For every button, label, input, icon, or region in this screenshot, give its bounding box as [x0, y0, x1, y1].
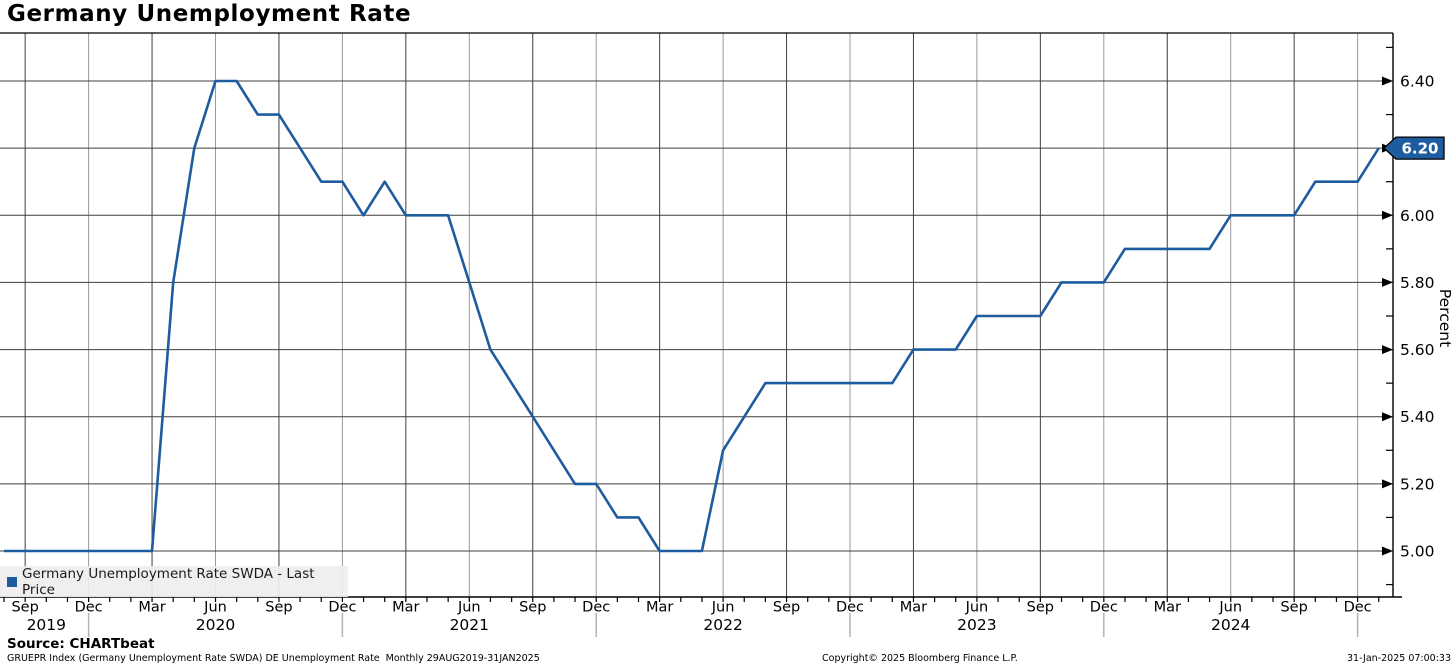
x-tick-label: Mar: [392, 600, 419, 616]
legend-label: Germany Unemployment Rate SWDA - Last Pr…: [22, 565, 315, 598]
copyright-text: Copyright© 2025 Bloomberg Finance L.P.: [822, 653, 1018, 664]
x-tick-label: Mar: [1154, 600, 1181, 616]
y-tick-label: 5.20: [1400, 475, 1435, 493]
x-tick-label: Sep: [11, 600, 38, 616]
y-tick-arrow-icon: [1382, 412, 1393, 422]
x-tick-label: Mar: [138, 600, 165, 616]
y-tick-arrow-icon: [1382, 210, 1393, 220]
x-tick-label: Jun: [711, 600, 735, 616]
x-tick-label: Sep: [1027, 600, 1054, 616]
y-tick-label: 6.40: [1400, 73, 1435, 91]
x-tick-label: Jun: [965, 600, 989, 616]
x-year-label: 2021: [450, 616, 489, 634]
price-line: [4, 79, 1380, 553]
last-price-label: 6.20: [1401, 140, 1438, 158]
x-tick-label: Dec: [75, 600, 103, 616]
y-tick-arrow-icon: [1382, 479, 1393, 489]
x-year-label: 2020: [196, 616, 235, 634]
x-tick-label: Dec: [328, 600, 356, 616]
y-tick-label: 5.00: [1400, 543, 1435, 561]
y-tick-arrow-icon: [1382, 76, 1393, 86]
x-tick-label: Dec: [582, 600, 610, 616]
x-tick-label: Sep: [1280, 600, 1307, 616]
last-price-badge: [1383, 136, 1445, 160]
y-tick-label: 5.60: [1400, 341, 1435, 359]
x-tick-label: Sep: [773, 600, 800, 616]
source-text: Source: CHARTbeat: [7, 636, 155, 652]
x-year-label: 2022: [703, 616, 742, 634]
y-tick-label: 5.80: [1400, 274, 1435, 292]
x-year-label: 2023: [957, 616, 996, 634]
chart-legend: Germany Unemployment Rate SWDA - Last Pr…: [0, 565, 348, 598]
index-description: GRUEPR Index (Germany Unemployment Rate …: [7, 653, 540, 664]
timestamp: 31-Jan-2025 07:00:33: [1347, 653, 1451, 664]
x-tick-label: Jun: [457, 600, 481, 616]
y-tick-arrow-icon: [1382, 277, 1393, 287]
page-title: Germany Unemployment Rate: [7, 1, 412, 27]
x-tick-label: Dec: [836, 600, 864, 616]
x-tick-label: Mar: [900, 600, 927, 616]
y-tick-arrow-icon: [1382, 345, 1393, 355]
x-tick-label: Jun: [1218, 600, 1242, 616]
x-year-label: 2024: [1211, 616, 1250, 634]
x-tick-label: Dec: [1344, 600, 1372, 616]
x-tick-label: Mar: [646, 600, 673, 616]
x-tick-label: Dec: [1090, 600, 1118, 616]
x-tick-label: Jun: [203, 600, 227, 616]
x-year-label: 2019: [27, 616, 66, 634]
x-tick-label: Sep: [519, 600, 546, 616]
series-marker-icon: [7, 576, 17, 587]
y-axis-title: Percent: [1436, 289, 1454, 347]
y-tick-label: 6.00: [1400, 207, 1435, 225]
y-tick-label: 5.40: [1400, 408, 1435, 426]
y-tick-arrow-icon: [1382, 546, 1393, 556]
x-tick-label: Sep: [265, 600, 292, 616]
